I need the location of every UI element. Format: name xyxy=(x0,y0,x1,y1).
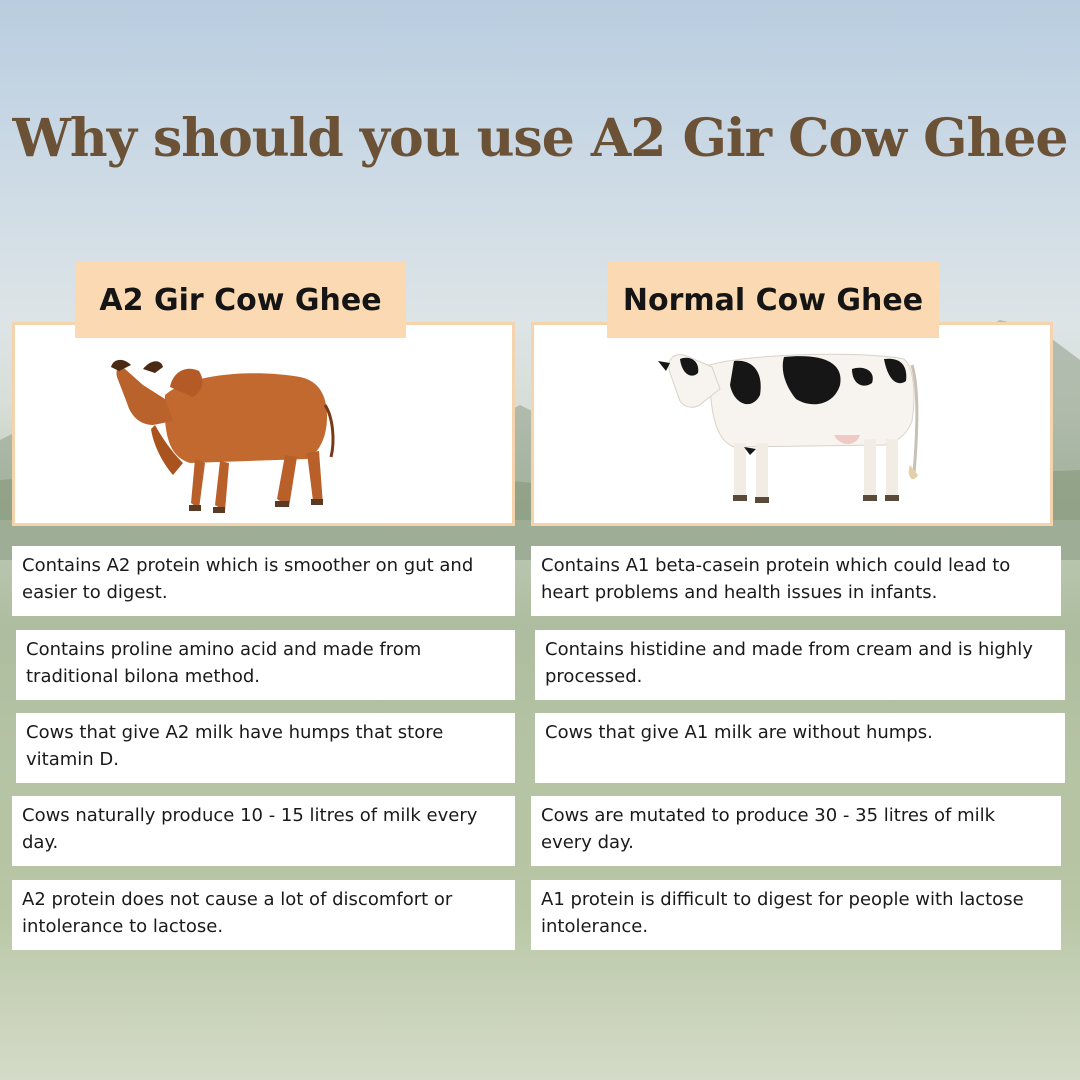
a1-point: Cows that give A1 milk are without humps… xyxy=(535,713,1065,783)
a2-point: Cows naturally produce 10 - 15 litres of… xyxy=(12,796,515,866)
holstein-cow-image xyxy=(658,353,919,503)
a1-point: Contains histidine and made from cream a… xyxy=(535,630,1065,700)
gir-cow-image xyxy=(111,359,335,513)
a1-point: Cows are mutated to produce 30 - 35 litr… xyxy=(531,796,1061,866)
normal-ghee-label: Normal Cow Ghee xyxy=(607,262,939,338)
holstein-cow-card xyxy=(531,322,1053,526)
page-title: Why should you use A2 Gir Cow Ghee xyxy=(12,108,1068,169)
gir-cow-card xyxy=(12,322,515,526)
a2-point: Contains proline amino acid and made fro… xyxy=(16,630,515,700)
a1-point: Contains A1 beta-casein protein which co… xyxy=(531,546,1061,616)
a2-point: Cows that give A2 milk have humps that s… xyxy=(16,713,515,783)
a2-point: Contains A2 protein which is smoother on… xyxy=(12,546,515,616)
a2-ghee-label: A2 Gir Cow Ghee xyxy=(75,262,406,338)
a1-point: A1 protein is difficult to digest for pe… xyxy=(531,880,1061,950)
a2-point: A2 protein does not cause a lot of disco… xyxy=(12,880,515,950)
